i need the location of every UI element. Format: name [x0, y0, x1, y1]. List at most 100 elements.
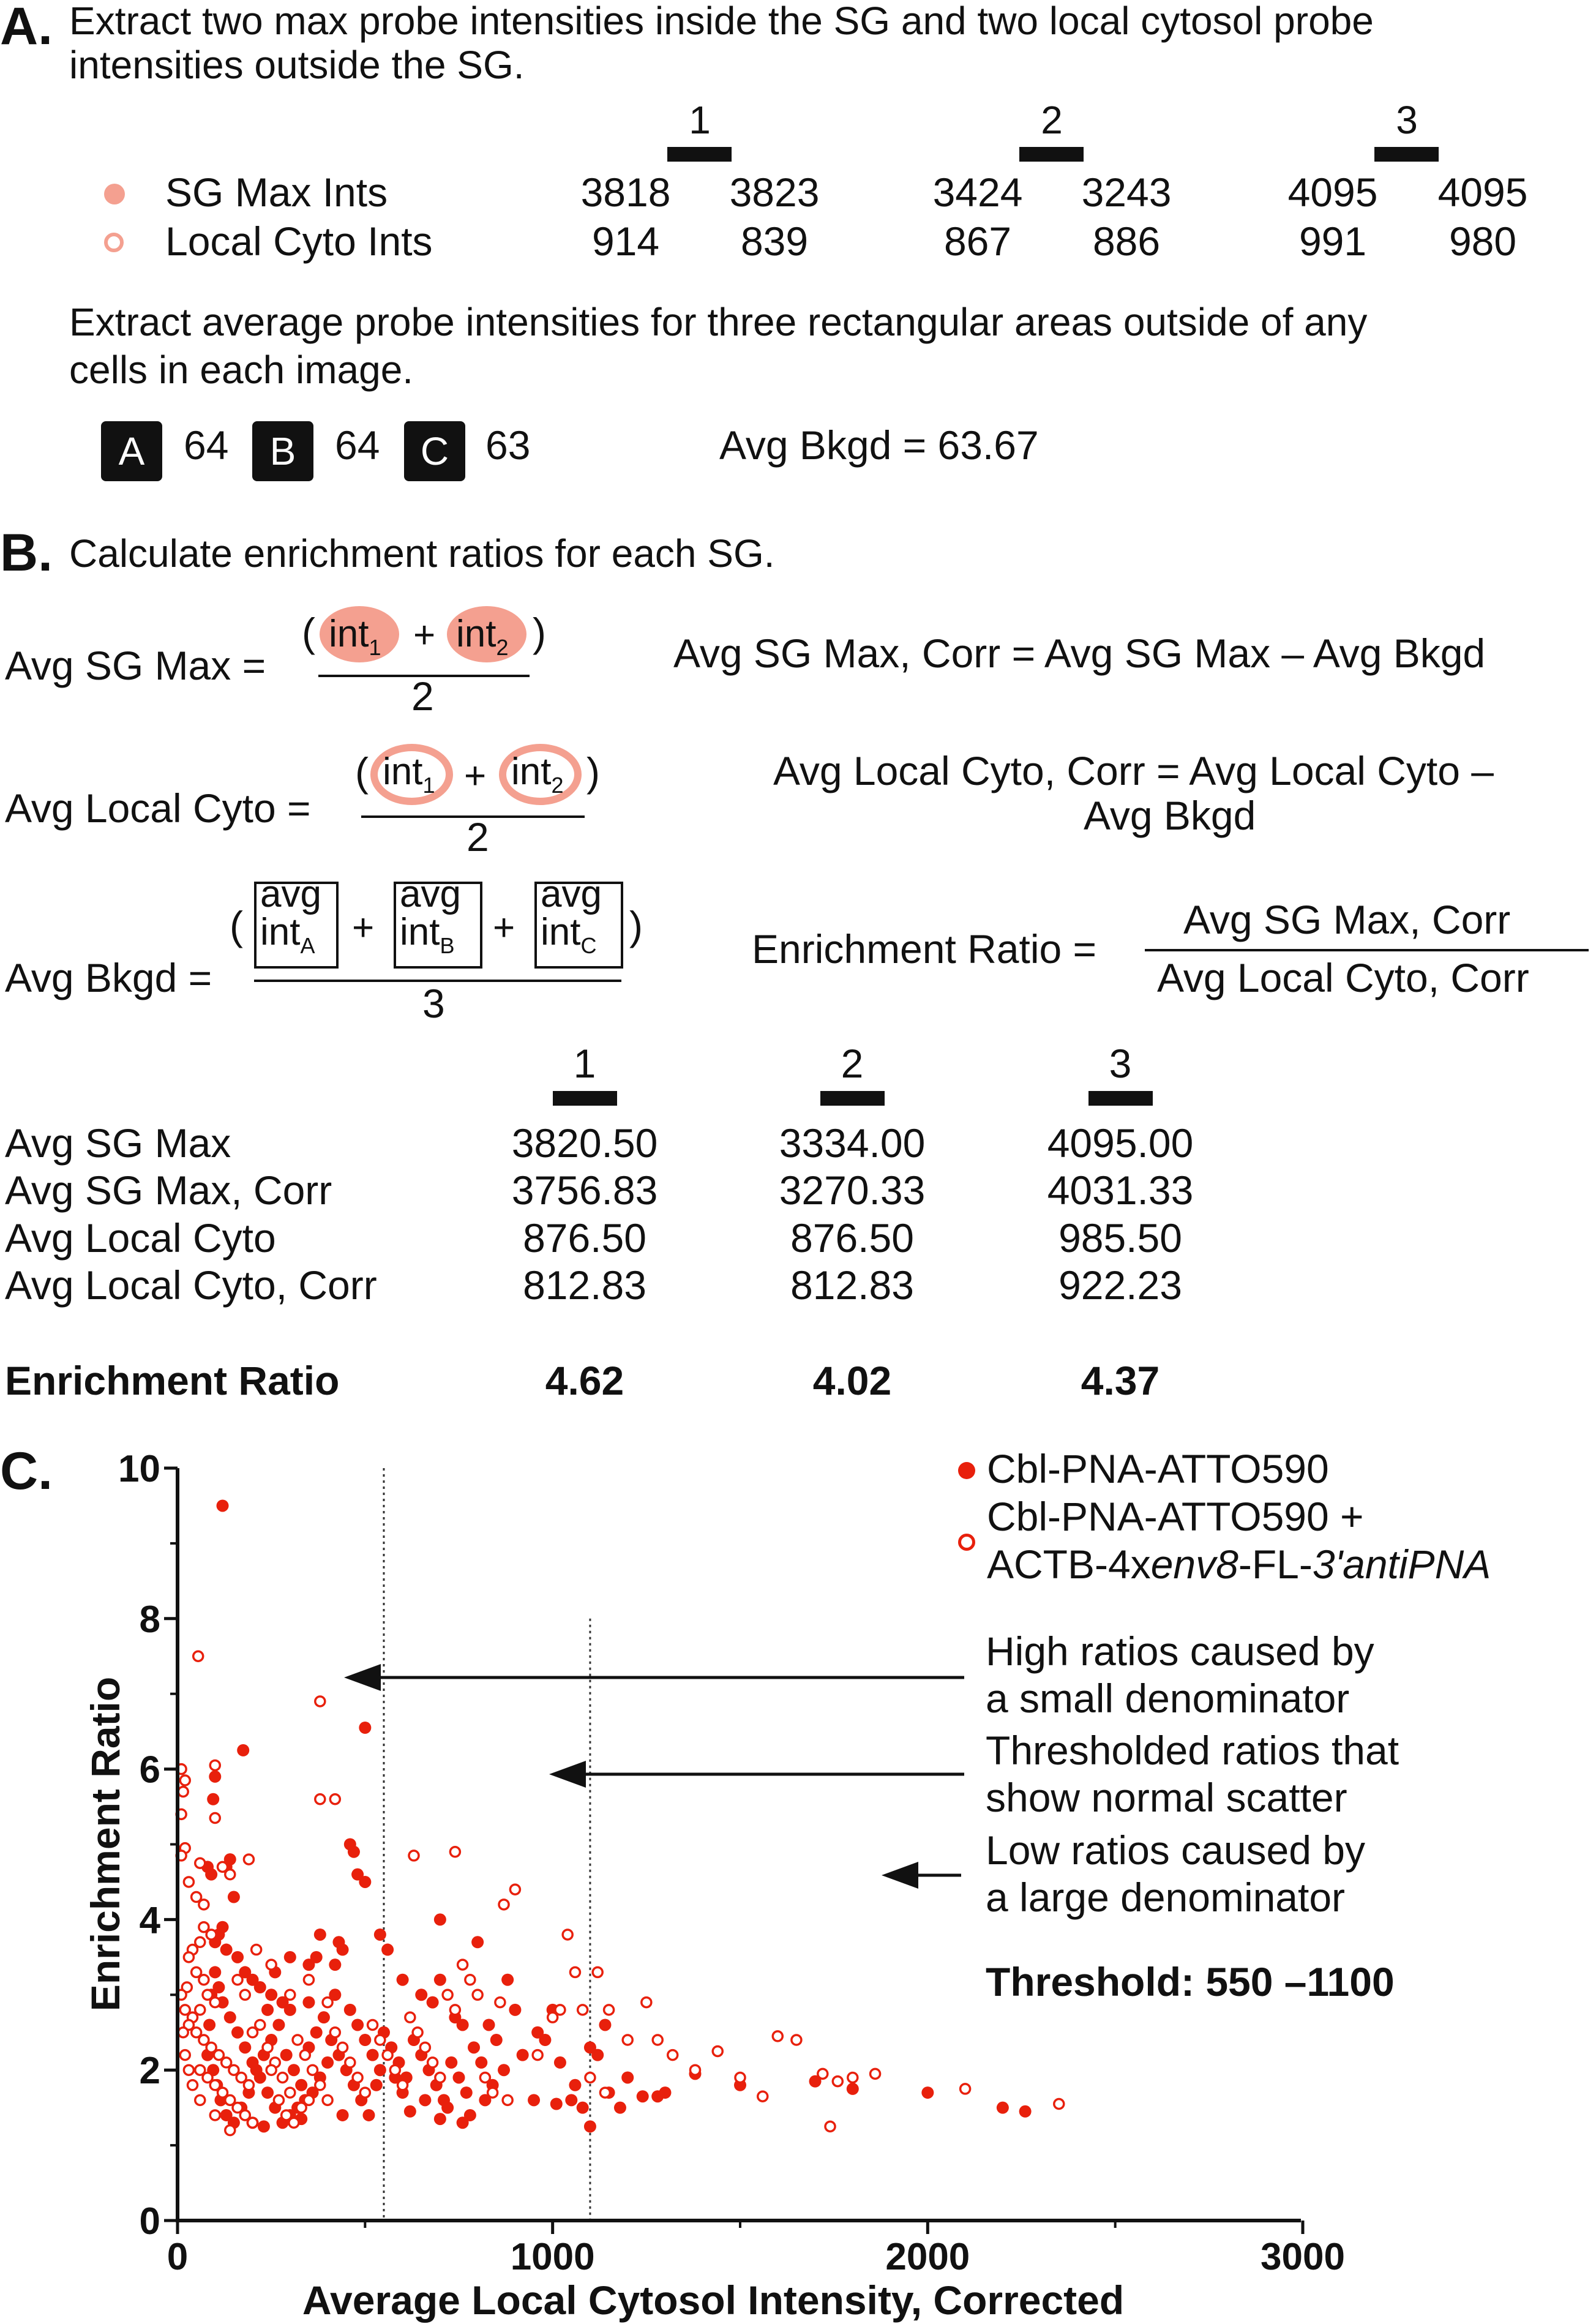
data-point-filled: [231, 1951, 244, 1963]
arrow-head-threshold: [549, 1761, 586, 1788]
data-point-open: [621, 2034, 634, 2046]
data-point-open: [640, 1996, 653, 2009]
data-point-open: [419, 2041, 432, 2054]
int1-text: int1: [329, 613, 381, 660]
legend-sg-max: SG Max Ints: [165, 170, 388, 215]
data-point-open: [509, 1883, 522, 1895]
data-point-filled: [613, 2101, 626, 2114]
bkgd-tag-c: C: [404, 421, 465, 481]
local-cyto-value: 886: [1092, 219, 1161, 264]
data-point-filled: [313, 1928, 326, 1941]
data-point-filled: [583, 2041, 596, 2054]
local-cyto-value: 839: [740, 219, 809, 264]
data-point-open: [261, 2041, 274, 2054]
table-row-label: Avg SG Max, Corr: [5, 1168, 332, 1213]
y-axis-label: Enrichment Ratio: [83, 1677, 128, 2011]
col-bar-3: [1088, 1091, 1153, 1106]
group-label-1: 1: [689, 98, 711, 142]
data-point-filled: [209, 1966, 222, 1979]
table-cell: 812.83: [790, 1262, 914, 1308]
data-point-filled: [550, 2097, 563, 2110]
table-col-1: 1: [573, 1041, 596, 1086]
data-point-filled: [479, 2094, 492, 2107]
data-point-open: [479, 2071, 492, 2084]
legend-filled-label: Cbl-PNA-ATTO590: [987, 1446, 1329, 1491]
sg-max-value: 3424: [932, 170, 1023, 215]
data-point-filled: [482, 2019, 495, 2031]
annot-thresh-line1: Thresholded ratios that: [986, 1728, 1399, 1773]
table-cell: 3756.83: [511, 1168, 658, 1213]
data-point-open: [374, 2034, 386, 2046]
data-point-open: [280, 2109, 293, 2121]
data-point-open: [306, 2064, 319, 2076]
data-point-open: [284, 2086, 296, 2099]
data-point-open: [201, 2071, 214, 2084]
data-point-open: [205, 1929, 217, 1941]
data-point-filled: [336, 2108, 349, 2121]
data-point-filled: [362, 2108, 375, 2121]
data-point-filled: [403, 2105, 416, 2118]
data-point-filled: [336, 1943, 349, 1956]
data-point-filled: [280, 2048, 293, 2061]
data-point-open: [179, 2048, 192, 2061]
y-tick-label: 8: [140, 1599, 160, 1641]
int1-text: int1: [383, 751, 435, 798]
data-point-filled: [246, 1973, 259, 1986]
data-point-filled: [250, 2064, 263, 2077]
annot-high-line2: a small denominator: [986, 1676, 1350, 1721]
int1-filled-pill: [320, 606, 399, 662]
data-point-open: [449, 1846, 462, 1858]
data-point-filled: [276, 1996, 289, 2009]
enrichment-ratio-label: Enrichment Ratio: [5, 1358, 340, 1403]
data-point-filled: [220, 1943, 233, 1956]
data-point-filled: [287, 2064, 300, 2077]
denominator-2: 2: [411, 673, 434, 719]
data-point-open: [441, 1989, 454, 2001]
data-point-filled: [359, 1875, 372, 1888]
data-point-filled: [317, 2011, 330, 2024]
data-point-open: [561, 1929, 574, 1941]
data-point-open: [299, 2048, 312, 2061]
local-cyto-open-marker-icon: [104, 233, 124, 252]
data-point-open: [209, 2109, 222, 2121]
data-point-filled: [569, 2078, 582, 2091]
data-point-open: [959, 2083, 972, 2095]
data-point-open: [181, 1981, 193, 1993]
data-point-open: [869, 2067, 882, 2080]
data-point-filled: [302, 1996, 315, 2009]
avg-int-c-text: avg intC: [541, 873, 602, 958]
local-cyto-value: 914: [591, 219, 660, 264]
enrichment-label: Enrichment Ratio =: [752, 926, 1097, 972]
data-point-filled: [359, 1722, 372, 1734]
data-point-filled: [366, 2048, 379, 2061]
data-point-open: [192, 1650, 204, 1662]
data-point-open: [224, 2094, 236, 2107]
plus-sign: +: [464, 755, 487, 797]
data-point-filled: [456, 2019, 469, 2031]
y-tick-label: 4: [140, 1899, 161, 1941]
data-point-open: [546, 2011, 559, 2023]
data-point-open: [366, 2019, 379, 2031]
data-point-open: [182, 2019, 195, 2031]
avg-bkgd-result: Avg Bkgd = 63.67: [719, 422, 1039, 468]
data-point-open: [456, 1959, 469, 1971]
data-point-open: [449, 2004, 462, 2016]
data-point-open: [411, 2026, 424, 2039]
panel-b-letter: B.: [0, 523, 53, 582]
data-point-open: [381, 2048, 394, 2061]
data-point-filled: [329, 1989, 342, 2001]
corr-cyto-formula-line2: Avg Bkgd: [1084, 793, 1256, 838]
data-point-open: [194, 2094, 206, 2107]
plus-sign: +: [352, 907, 375, 949]
data-point-open: [182, 1876, 195, 1888]
data-point-filled: [223, 2011, 236, 2024]
local-cyto-value: 980: [1448, 219, 1517, 264]
enrichment-ratio-value: 4.02: [812, 1358, 892, 1403]
sg-max-value: 3823: [729, 170, 820, 215]
table-col-2: 2: [841, 1041, 864, 1086]
data-point-filled: [445, 2056, 458, 2069]
sg-max-value: 3818: [580, 170, 671, 215]
data-point-filled: [501, 1973, 514, 1986]
data-point-filled: [659, 2086, 672, 2099]
data-point-open: [408, 1850, 420, 1862]
